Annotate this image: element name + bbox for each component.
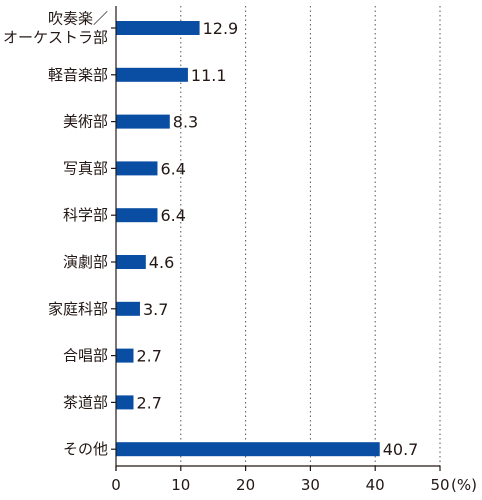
category-label: 写真部 [63, 159, 108, 177]
bar [116, 442, 380, 457]
value-label: 12.9 [203, 19, 239, 38]
category-label: その他 [63, 440, 108, 458]
category-label-line: 演劇部 [63, 253, 108, 271]
x-tick-label: 40 [366, 476, 385, 494]
category-label-line: 合唱部 [63, 347, 108, 365]
category-label: 吹奏楽／オーケストラ部 [3, 10, 108, 47]
value-label: 40.7 [383, 440, 419, 459]
axes [111, 6, 441, 471]
category-label-line: 美術部 [63, 113, 108, 131]
bar [116, 21, 200, 35]
category-label-line: その他 [63, 440, 108, 458]
value-label: 3.7 [143, 300, 168, 319]
bars [116, 21, 380, 457]
bar [116, 395, 134, 410]
x-tick-label: 50 [430, 476, 449, 494]
value-label: 11.1 [191, 66, 227, 85]
grid-lines [180, 6, 441, 466]
value-label: 6.4 [160, 206, 185, 225]
value-label: 2.7 [136, 393, 161, 412]
category-label: 合唱部 [63, 347, 108, 365]
value-label: 2.7 [136, 347, 161, 366]
bar [116, 114, 170, 129]
category-label: 茶道部 [63, 393, 108, 411]
category-label-line: オーケストラ部 [3, 29, 108, 47]
value-label: 6.4 [160, 159, 185, 178]
bar [116, 301, 140, 316]
category-label: 科学部 [63, 206, 108, 224]
bar [116, 67, 188, 82]
x-axis-unit: (%) [451, 476, 477, 494]
bar [116, 161, 158, 176]
category-label: 演劇部 [63, 253, 108, 271]
x-tick-label: 20 [236, 476, 255, 494]
category-label-line: 吹奏楽／ [48, 10, 108, 28]
bar [116, 208, 158, 223]
category-label-line: 科学部 [63, 206, 108, 224]
x-tick-label: 30 [301, 476, 320, 494]
value-label: 4.6 [149, 253, 174, 272]
labels: 0 10 20 30 40 50 (%) 吹奏楽／オーケストラ部 12.9 軽音楽部 11.1 美術部… [3, 10, 477, 495]
category-label-line: 軽音楽部 [48, 66, 108, 84]
value-label: 8.3 [173, 113, 198, 132]
bar [116, 348, 134, 363]
x-tick-label: 10 [171, 476, 190, 494]
bar [116, 255, 146, 269]
category-label-line: 写真部 [63, 159, 108, 177]
category-label-line: 茶道部 [63, 393, 108, 411]
category-label: 家庭科部 [48, 300, 108, 318]
x-tick-label: 0 [111, 476, 121, 494]
category-label: 軽音楽部 [48, 66, 108, 84]
category-label: 美術部 [63, 113, 108, 131]
category-label-line: 家庭科部 [48, 300, 108, 318]
